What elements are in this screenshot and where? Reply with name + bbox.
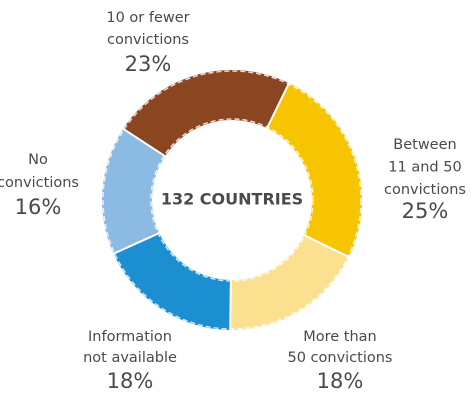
value-label: 18%	[107, 369, 154, 393]
slice-separator	[229, 279, 232, 331]
center-label: 132 COUNTRIES	[161, 190, 303, 209]
donut-slice	[102, 128, 166, 254]
slice-label: 50 convictions	[287, 350, 392, 366]
slice-label: not available	[83, 350, 177, 366]
slice-label: convictions	[384, 182, 466, 198]
value-label: 18%	[317, 369, 364, 393]
slice-separator	[303, 234, 350, 258]
slice-separator	[266, 82, 290, 129]
donut-slice	[113, 233, 231, 330]
slice-label: No	[28, 152, 48, 168]
donut-slice	[267, 83, 362, 257]
slice-label: Between	[393, 137, 456, 153]
outer-edge	[102, 70, 362, 330]
slice-separator	[113, 232, 160, 255]
donut-slice	[123, 70, 289, 157]
value-label: 23%	[125, 52, 172, 76]
slice-separator	[122, 127, 166, 158]
slice-label: convictions	[0, 175, 79, 191]
value-label: 25%	[402, 199, 449, 223]
value-label: 16%	[15, 195, 62, 219]
donut-slice	[230, 235, 349, 330]
slice-label: 11 and 50	[388, 160, 461, 176]
slice-label: More than	[303, 329, 377, 345]
slice-label: 10 or fewer	[106, 10, 189, 26]
slice-label: convictions	[107, 32, 189, 48]
inner-edge	[150, 118, 314, 282]
slice-label: Information	[88, 329, 172, 345]
